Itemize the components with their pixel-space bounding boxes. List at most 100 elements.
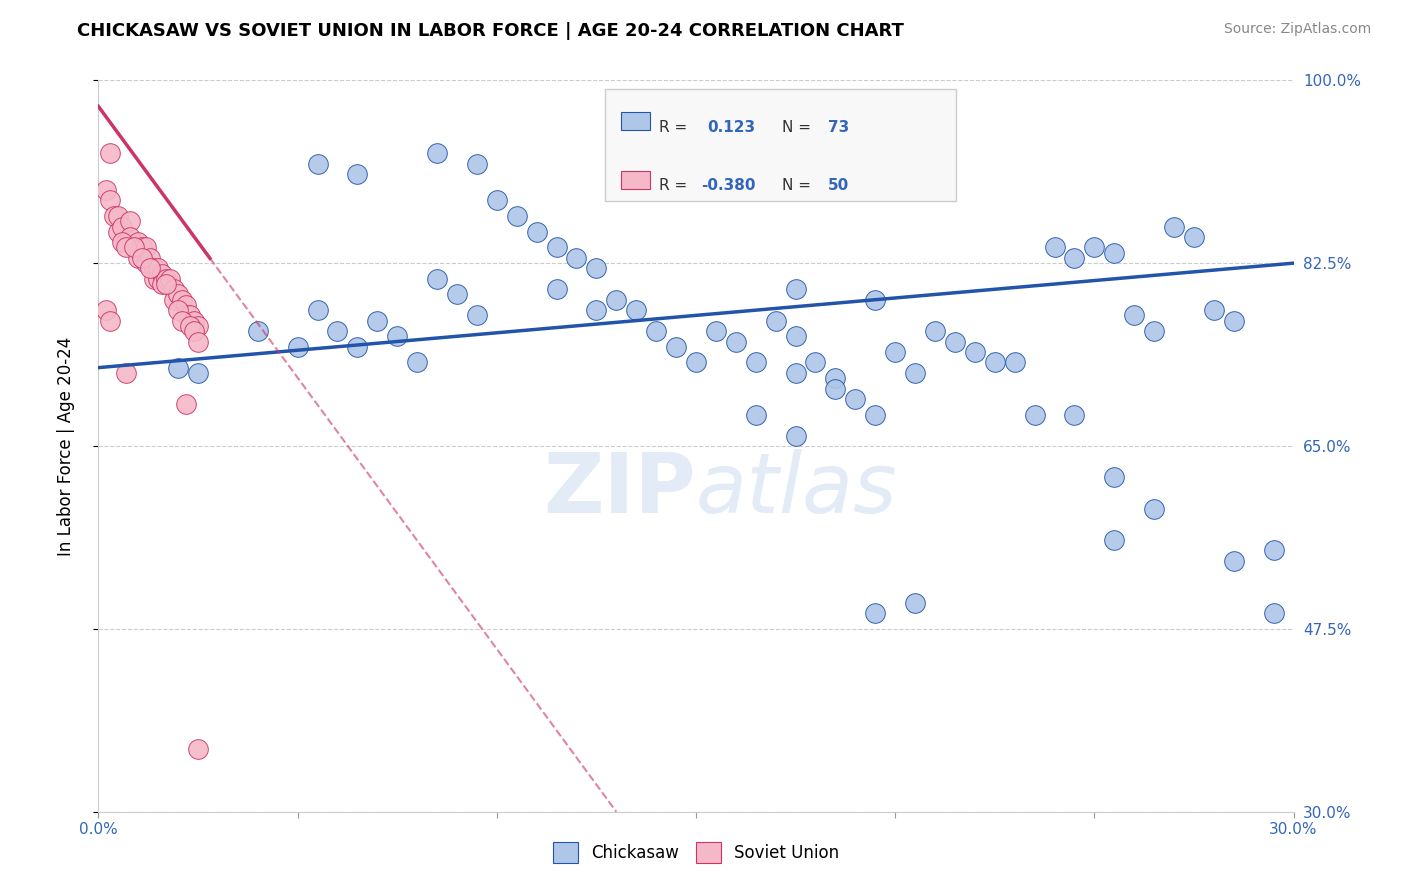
Point xyxy=(103,209,125,223)
Point xyxy=(143,272,166,286)
Point xyxy=(179,318,201,333)
Point xyxy=(1063,251,1085,265)
Point xyxy=(546,240,568,254)
Text: -0.380: -0.380 xyxy=(702,178,756,194)
Point xyxy=(724,334,747,349)
Point xyxy=(1263,543,1285,558)
Point xyxy=(124,240,146,254)
Point xyxy=(150,267,173,281)
Point xyxy=(98,146,122,161)
Point xyxy=(131,240,153,254)
Point xyxy=(406,355,429,369)
Point xyxy=(865,606,887,620)
Point xyxy=(1202,303,1225,318)
Text: 0.123: 0.123 xyxy=(707,120,755,135)
Point xyxy=(246,324,269,338)
Point xyxy=(804,355,827,369)
Point xyxy=(167,360,190,375)
Point xyxy=(183,324,205,338)
Point xyxy=(785,329,807,343)
Text: ZIP: ZIP xyxy=(544,450,696,531)
Point xyxy=(1104,533,1126,547)
Text: Source: ZipAtlas.com: Source: ZipAtlas.com xyxy=(1223,22,1371,37)
Point xyxy=(1004,355,1026,369)
Point xyxy=(943,334,966,349)
Point xyxy=(605,293,627,307)
Point xyxy=(307,157,329,171)
Point xyxy=(626,303,648,318)
Point xyxy=(485,194,508,208)
Point xyxy=(111,219,134,234)
Point xyxy=(115,366,138,380)
Point xyxy=(326,324,349,338)
Point xyxy=(366,313,388,327)
Point xyxy=(346,340,368,354)
Point xyxy=(346,167,368,181)
Point xyxy=(163,293,186,307)
Point xyxy=(287,340,309,354)
Point xyxy=(1104,470,1126,484)
Point xyxy=(526,225,548,239)
Point xyxy=(865,293,887,307)
Point xyxy=(884,345,907,359)
Point xyxy=(98,313,122,327)
Point xyxy=(785,282,807,296)
Point xyxy=(174,309,197,323)
Point xyxy=(1143,324,1166,338)
Point xyxy=(96,303,118,318)
Point xyxy=(127,235,149,250)
Point xyxy=(143,261,166,276)
Point xyxy=(167,287,190,301)
Point xyxy=(963,345,986,359)
Point xyxy=(645,324,668,338)
Point xyxy=(745,355,768,369)
Point xyxy=(139,261,162,276)
Point xyxy=(96,183,118,197)
Point xyxy=(465,309,488,323)
Point xyxy=(1223,313,1246,327)
Point xyxy=(183,313,205,327)
Point xyxy=(127,251,149,265)
Point xyxy=(107,225,129,239)
Point xyxy=(585,303,607,318)
Point xyxy=(546,282,568,296)
Point xyxy=(107,209,129,223)
Point xyxy=(465,157,488,171)
Point xyxy=(904,596,927,610)
Point xyxy=(1163,219,1185,234)
Point xyxy=(187,318,209,333)
Point xyxy=(1143,501,1166,516)
Point xyxy=(172,293,194,307)
Point xyxy=(426,272,449,286)
Y-axis label: In Labor Force | Age 20-24: In Labor Force | Age 20-24 xyxy=(56,336,75,556)
Text: N =: N = xyxy=(782,178,811,194)
Point xyxy=(385,329,409,343)
Point xyxy=(785,428,807,442)
Point xyxy=(1223,554,1246,568)
Point xyxy=(174,298,197,312)
Point xyxy=(135,256,157,270)
Point xyxy=(163,282,186,296)
Point xyxy=(685,355,707,369)
Point xyxy=(565,251,588,265)
Point xyxy=(111,235,134,250)
Point xyxy=(1024,408,1046,422)
Point xyxy=(179,309,201,323)
Point xyxy=(904,366,927,380)
Point xyxy=(155,272,177,286)
Point xyxy=(187,742,209,756)
Point xyxy=(824,371,846,385)
Text: N =: N = xyxy=(782,120,811,135)
Point xyxy=(1182,230,1205,244)
Point xyxy=(187,334,209,349)
Point xyxy=(1104,245,1126,260)
Point xyxy=(307,303,329,318)
Point xyxy=(1263,606,1285,620)
Point xyxy=(984,355,1007,369)
Point xyxy=(924,324,946,338)
Text: R =: R = xyxy=(659,178,688,194)
Point xyxy=(585,261,607,276)
Text: atlas: atlas xyxy=(696,450,897,531)
Point xyxy=(115,240,138,254)
Point xyxy=(665,340,688,354)
